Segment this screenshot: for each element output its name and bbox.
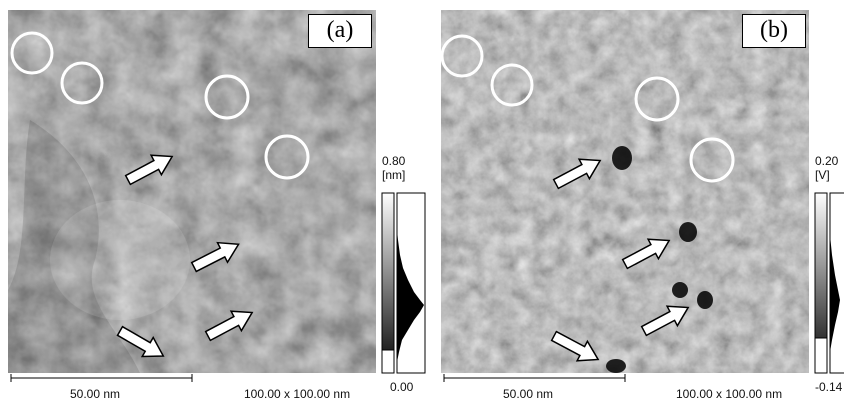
scan-size-b: 100.00 x 100.00 nm xyxy=(676,387,783,401)
circle-marker xyxy=(10,31,54,75)
panel-b xyxy=(440,10,844,382)
colorbar-min-b: -0.14 xyxy=(815,380,843,394)
colorbar-unit-a: [nm] xyxy=(382,168,406,182)
colorbar-min-a: 0.00 xyxy=(390,380,414,394)
circle-marker xyxy=(264,134,310,180)
circle-marker xyxy=(689,137,735,183)
circle-marker xyxy=(440,34,484,78)
circle-marker xyxy=(60,61,104,105)
histogram-b xyxy=(830,235,840,352)
scalebar-label-a: 50.00 nm xyxy=(70,387,121,401)
scale-bar-a xyxy=(10,374,193,382)
circle-markers-a xyxy=(10,31,310,180)
circle-markers-b xyxy=(440,34,735,183)
colorbar-a-white-tail xyxy=(381,349,395,374)
colorbar-unit-b: [V] xyxy=(815,168,830,182)
scan-size-a: 100.00 x 100.00 nm xyxy=(244,387,351,401)
scalebar-label-b: 50.00 nm xyxy=(503,387,554,401)
panel-label-a: (a) xyxy=(308,14,372,48)
bright-region-a xyxy=(50,200,190,320)
panel-label-b: (b) xyxy=(742,14,806,48)
colorbar-max-b: 0.20 xyxy=(815,154,839,168)
colorbar-b-white-tail xyxy=(814,337,828,374)
circle-marker xyxy=(490,63,534,107)
panel-a xyxy=(8,10,426,382)
colorbar-a xyxy=(381,192,395,374)
dark-region-a xyxy=(8,120,140,373)
circle-marker xyxy=(634,76,680,122)
colorbar-max-a: 0.80 xyxy=(382,154,406,168)
dark-spots-b xyxy=(606,146,713,373)
circle-marker xyxy=(204,74,250,120)
scale-bar-b xyxy=(443,374,626,382)
histogram-a xyxy=(397,230,424,362)
afm-image-b xyxy=(441,10,809,373)
afm-image-a xyxy=(8,10,376,373)
